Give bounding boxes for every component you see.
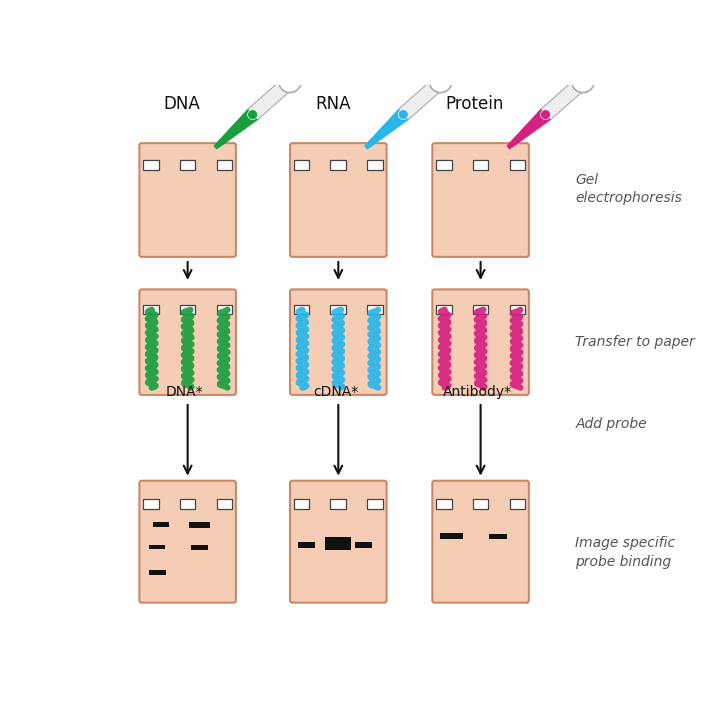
FancyBboxPatch shape bbox=[432, 481, 529, 603]
Polygon shape bbox=[541, 77, 588, 120]
Text: Gel
electrophoresis: Gel electrophoresis bbox=[575, 173, 683, 205]
Bar bbox=[436, 305, 451, 314]
Bar bbox=[489, 534, 508, 540]
Bar bbox=[330, 499, 346, 509]
Text: DNA*: DNA* bbox=[166, 386, 204, 399]
Bar bbox=[436, 160, 451, 170]
Bar bbox=[367, 305, 383, 314]
Circle shape bbox=[572, 71, 594, 92]
Bar bbox=[153, 523, 169, 527]
Bar bbox=[294, 160, 310, 170]
Polygon shape bbox=[507, 109, 550, 149]
Circle shape bbox=[398, 109, 408, 119]
Bar bbox=[355, 542, 372, 547]
Bar bbox=[473, 160, 488, 170]
Text: Image specific
probe binding: Image specific probe binding bbox=[575, 537, 675, 569]
Bar bbox=[440, 533, 463, 540]
Bar bbox=[436, 499, 451, 509]
FancyBboxPatch shape bbox=[290, 481, 387, 603]
Polygon shape bbox=[364, 109, 408, 149]
Bar bbox=[180, 499, 195, 509]
Text: Protein: Protein bbox=[446, 95, 504, 113]
Bar bbox=[180, 305, 195, 314]
FancyBboxPatch shape bbox=[140, 290, 236, 395]
Bar bbox=[367, 160, 383, 170]
Bar bbox=[473, 499, 488, 509]
FancyBboxPatch shape bbox=[290, 290, 387, 395]
Bar bbox=[149, 570, 166, 574]
Text: cDNA*: cDNA* bbox=[313, 386, 358, 399]
FancyBboxPatch shape bbox=[432, 290, 529, 395]
Bar bbox=[143, 499, 158, 509]
Text: DNA: DNA bbox=[163, 95, 200, 113]
Bar bbox=[192, 545, 208, 550]
Bar bbox=[217, 160, 233, 170]
Circle shape bbox=[248, 109, 258, 119]
Bar bbox=[325, 537, 351, 550]
Bar bbox=[510, 305, 526, 314]
FancyBboxPatch shape bbox=[140, 143, 236, 257]
Text: Antibody*: Antibody* bbox=[444, 386, 513, 399]
Polygon shape bbox=[248, 77, 294, 120]
Bar bbox=[294, 305, 310, 314]
Bar bbox=[143, 305, 158, 314]
Polygon shape bbox=[214, 109, 258, 149]
Bar bbox=[510, 160, 526, 170]
Bar bbox=[510, 499, 526, 509]
FancyBboxPatch shape bbox=[432, 143, 529, 257]
Bar bbox=[217, 305, 233, 314]
Text: Add probe: Add probe bbox=[575, 417, 647, 431]
Bar bbox=[149, 545, 165, 549]
Circle shape bbox=[429, 71, 451, 92]
Bar bbox=[143, 160, 158, 170]
FancyBboxPatch shape bbox=[290, 143, 387, 257]
Bar bbox=[367, 499, 383, 509]
Polygon shape bbox=[398, 77, 446, 120]
Text: RNA: RNA bbox=[315, 95, 351, 113]
Bar bbox=[180, 160, 195, 170]
FancyBboxPatch shape bbox=[140, 481, 236, 603]
Bar bbox=[330, 305, 346, 314]
Bar bbox=[473, 305, 488, 314]
Bar bbox=[294, 499, 310, 509]
Circle shape bbox=[541, 109, 551, 119]
Bar bbox=[189, 523, 210, 528]
Bar bbox=[330, 160, 346, 170]
Bar bbox=[217, 499, 233, 509]
Bar bbox=[298, 542, 315, 547]
Text: Transfer to paper: Transfer to paper bbox=[575, 335, 696, 349]
Circle shape bbox=[279, 71, 301, 92]
